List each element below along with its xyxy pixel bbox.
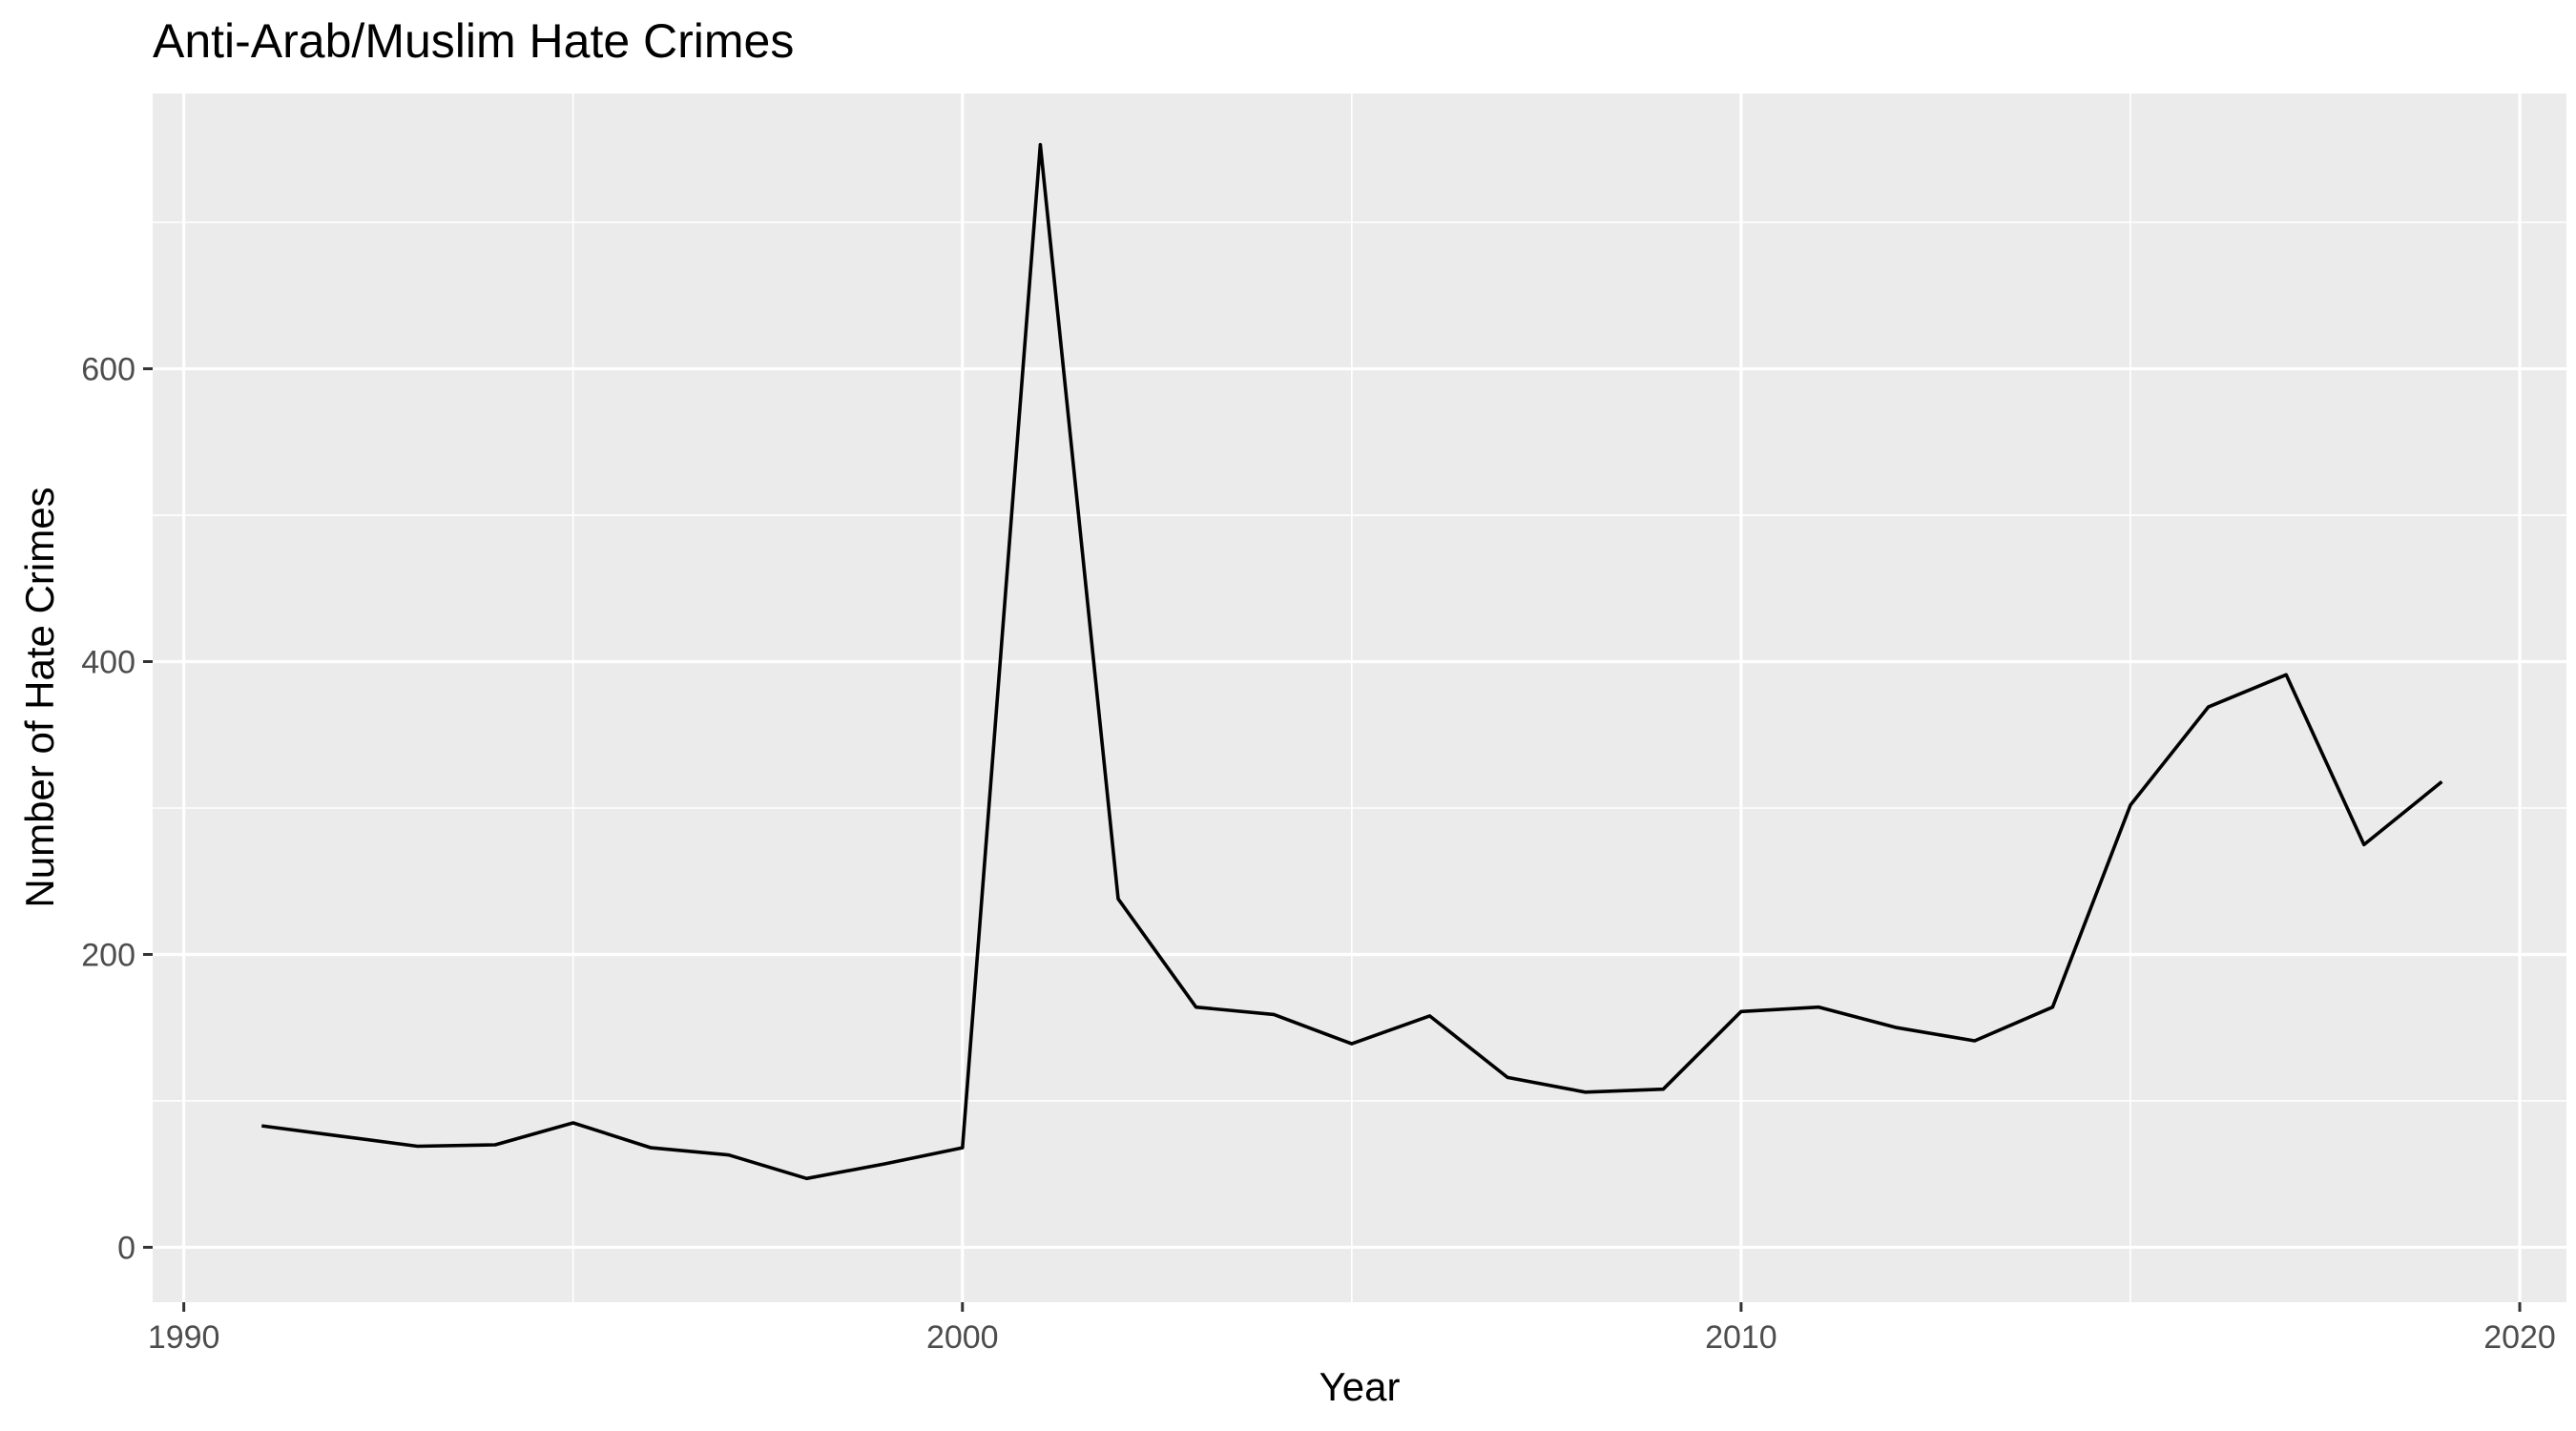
chart-title: Anti-Arab/Muslim Hate Crimes <box>153 14 794 68</box>
y-tick-label: 600 <box>81 352 135 388</box>
x-axis: 1990 2000 2010 2020 <box>148 1302 2556 1356</box>
series-group <box>261 142 2443 1181</box>
y-tick-label: 200 <box>81 937 135 973</box>
plot-panel <box>153 93 2566 1302</box>
x-tick-label: 2010 <box>1705 1319 1777 1356</box>
y-tick-label: 0 <box>117 1230 135 1266</box>
y-tick-label: 400 <box>81 645 135 681</box>
series-line <box>261 142 2443 1181</box>
minor-gridlines <box>153 93 2566 1302</box>
x-tick-label: 1990 <box>148 1319 220 1356</box>
y-axis: 0 200 400 600 <box>81 352 153 1266</box>
x-tick-label: 2020 <box>2483 1319 2556 1356</box>
x-tick-label: 2000 <box>926 1319 999 1356</box>
x-axis-title: Year <box>1319 1364 1401 1409</box>
y-axis-title: Number of Hate Crimes <box>17 487 62 907</box>
major-gridlines <box>153 93 2566 1302</box>
